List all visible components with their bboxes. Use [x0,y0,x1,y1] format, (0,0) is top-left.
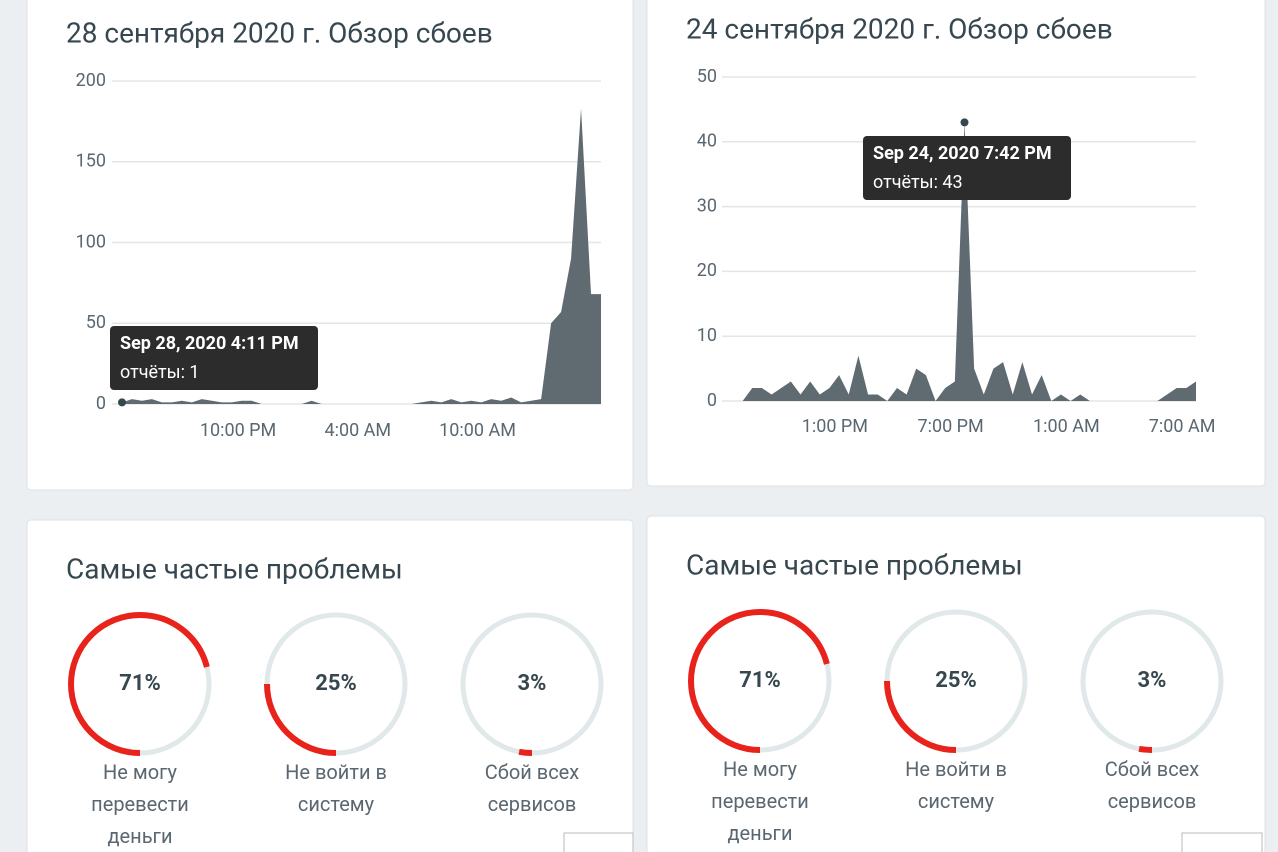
card-title: Самые частые проблемы [66,552,403,585]
button[interactable] [563,832,634,852]
y-tick-label: 20 [697,260,717,281]
y-tick-label: 50 [86,312,106,333]
donut-arc [884,609,1028,753]
y-tick-label: 100 [76,231,106,252]
area [122,108,601,404]
card [26,0,634,491]
y-tick-label: 0 [707,390,717,411]
tooltip-box [863,136,1071,200]
hover-dot [118,398,126,407]
donut-arc [68,612,212,756]
area [733,122,1196,402]
problem-label: Не войти в систему [285,760,387,816]
y-tick-label: 40 [697,131,717,152]
problem-label: Не могу перевести деньги [91,760,189,848]
card [646,515,1266,852]
y-tick-label: 30 [697,195,717,216]
problem-label: Не могу перевести деньги [711,757,809,845]
donut-value: 3% [1138,668,1167,693]
tooltip-title: Sep 28, 2020 4:11 PM [120,333,299,354]
y-tick-label: 200 [76,70,106,91]
button[interactable] [1181,832,1263,852]
card [646,0,1266,487]
card-title: Самые частые проблемы [686,548,1023,581]
donut-value: 3% [518,671,547,696]
x-tick-label: 4:00 AM [324,420,391,441]
hover-dot [960,118,969,127]
y-tick-label: 150 [76,151,106,172]
x-tick-label: 7:00 PM [917,416,983,437]
x-tick-label: 1:00 PM [802,416,868,437]
x-tick-label: 10:00 AM [439,420,516,441]
donut-value: 71% [739,668,781,693]
donut-arc [264,612,408,756]
tooltip-title: Sep 24, 2020 7:42 PM [873,143,1052,164]
tooltip-text: отчёты: 43 [873,172,963,193]
donut-arc [1080,609,1224,753]
donut-value: 71% [119,671,161,696]
x-tick-label: 7:00 AM [1149,416,1216,437]
x-tick-label: 1:00 AM [1033,416,1100,437]
problem-label: Сбой всех сервисов [1104,757,1200,813]
x-tick-label: 10:00 PM [200,420,276,441]
card [26,519,634,852]
donut-arc [460,612,604,756]
y-tick-label: 10 [697,325,717,346]
y-tick-label: 50 [697,66,717,87]
card-title: 24 сентября 2020 г. Обзор сбоев [686,12,1113,45]
donut-value: 25% [935,668,977,693]
problem-label: Не войти в систему [905,757,1007,813]
card-title: 28 сентября 2020 г. Обзор сбоев [66,16,493,49]
tooltip-box [110,326,318,390]
donut-arc [688,609,832,753]
tooltip-text: отчёты: 1 [120,362,200,383]
problem-label: Сбой всех сервисов [484,760,580,816]
y-tick-label: 0 [96,393,106,414]
donut-value: 25% [315,671,357,696]
